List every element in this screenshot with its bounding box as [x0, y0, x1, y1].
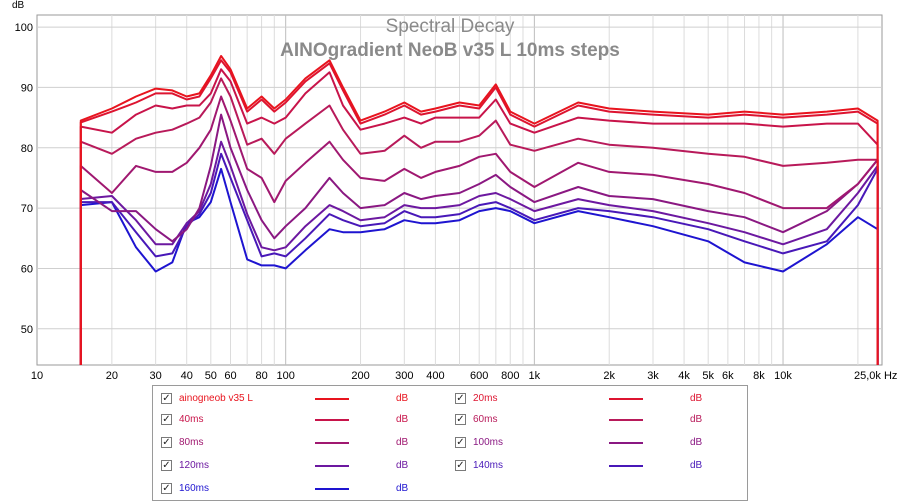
series-line [79, 55, 879, 366]
x-tick-label: 25,0k Hz [854, 370, 897, 382]
legend-checkbox[interactable]: ✓ [161, 414, 172, 425]
legend-item: ✓ 20ms dB [455, 392, 725, 410]
series-line [79, 68, 879, 366]
legend-line-swatch [609, 465, 643, 467]
legend-series-name: 40ms [179, 414, 204, 425]
legend-line-swatch [315, 419, 349, 421]
x-tick-label: 100 [277, 370, 295, 382]
legend-checkbox[interactable]: ✓ [455, 437, 466, 448]
legend-unit: dB [396, 393, 409, 404]
series-line [79, 77, 879, 366]
x-tick-label: 6k [722, 370, 734, 382]
legend-line-swatch [315, 465, 349, 467]
legend-item: ✓ 160ms dB [161, 482, 431, 500]
legend-item: ✓ 100ms dB [455, 436, 725, 454]
legend-unit: dB [690, 393, 703, 404]
x-tick-label: 800 [501, 370, 519, 382]
chart-title: Spectral Decay [386, 16, 515, 37]
legend-checkbox[interactable]: ✓ [455, 414, 466, 425]
x-tick-label: 400 [426, 370, 444, 382]
x-tick-label: 1k [529, 370, 541, 382]
legend-item: ✓ 80ms dB [161, 436, 431, 454]
legend-unit: dB [396, 414, 409, 425]
x-tick-label: 300 [395, 370, 413, 382]
x-tick-label: 5k [702, 370, 714, 382]
y-tick-label: 70 [21, 203, 33, 215]
legend-series-name: 140ms [473, 460, 504, 471]
legend-checkbox[interactable]: ✓ [161, 460, 172, 471]
legend-line-swatch [315, 442, 349, 444]
legend-unit: dB [690, 460, 703, 471]
spectral-decay-chart: 50 60 70 80 90 100 10 20 30 40 50 60 80 100 200 300 400… [12, 0, 898, 382]
legend-series-name: 20ms [473, 393, 498, 404]
legend-series-name: 160ms [179, 483, 210, 494]
chart-subtitle: AINOgradient NeoB v35 L 10ms steps [280, 40, 620, 61]
x-tick-label: 8k [753, 370, 765, 382]
y-axis-label: dB [12, 0, 25, 11]
legend-unit: dB [690, 414, 703, 425]
x-axis-ticks: 10 20 30 40 50 60 80 100 200 300 400 600 800 1k 2k 3k 4k… [31, 370, 898, 382]
legend-line-swatch [609, 419, 643, 421]
x-tick-label: 80 [255, 370, 267, 382]
legend-line-swatch [609, 398, 643, 400]
y-tick-label: 80 [21, 143, 33, 155]
legend-checkbox[interactable]: ✓ [455, 460, 466, 471]
grid-lines [37, 15, 882, 365]
x-tick-label: 50 [205, 370, 217, 382]
legend-unit: dB [396, 437, 409, 448]
legend-unit: dB [396, 483, 409, 494]
y-tick-label: 90 [21, 82, 33, 94]
x-tick-label: 30 [150, 370, 162, 382]
y-tick-label: 100 [15, 22, 33, 34]
legend-unit: dB [396, 460, 409, 471]
x-tick-label: 3k [647, 370, 659, 382]
legend-checkbox[interactable]: ✓ [161, 393, 172, 404]
series-line [79, 140, 879, 366]
legend-checkbox[interactable]: ✓ [161, 437, 172, 448]
x-tick-label: 40 [181, 370, 193, 382]
y-axis-ticks: 50 60 70 80 90 100 [15, 22, 33, 336]
x-tick-label: 10 [31, 370, 43, 382]
legend-line-swatch [315, 488, 349, 490]
x-tick-label: 10k [774, 370, 792, 382]
series-lines [79, 55, 879, 366]
y-tick-label: 50 [21, 324, 33, 336]
legend-series-name: ainogneob v35 L [179, 393, 253, 404]
legend-checkbox[interactable]: ✓ [161, 483, 172, 494]
x-tick-label: 60 [224, 370, 236, 382]
legend-item: ✓ 120ms dB [161, 459, 431, 477]
legend-checkbox[interactable]: ✓ [455, 393, 466, 404]
legend-item: ✓ 40ms dB [161, 413, 431, 431]
x-tick-label: 20 [106, 370, 118, 382]
x-tick-label: 2k [603, 370, 615, 382]
y-tick-label: 60 [21, 263, 33, 275]
legend-series-name: 80ms [179, 437, 204, 448]
x-tick-label: 200 [351, 370, 369, 382]
legend-item: ✓ 140ms dB [455, 459, 725, 477]
series-line [79, 95, 879, 366]
legend-unit: dB [690, 437, 703, 448]
x-tick-label: 4k [678, 370, 690, 382]
series-line [79, 113, 879, 366]
series-line [79, 59, 879, 366]
legend-line-swatch [315, 398, 349, 400]
legend-item: ✓ ainogneob v35 L dB [161, 392, 431, 410]
x-tick-label: 600 [470, 370, 488, 382]
legend-item: ✓ 60ms dB [455, 413, 725, 431]
legend-series-name: 60ms [473, 414, 498, 425]
legend-series-name: 120ms [179, 460, 210, 471]
legend-series-name: 100ms [473, 437, 504, 448]
legend-line-swatch [609, 442, 643, 444]
